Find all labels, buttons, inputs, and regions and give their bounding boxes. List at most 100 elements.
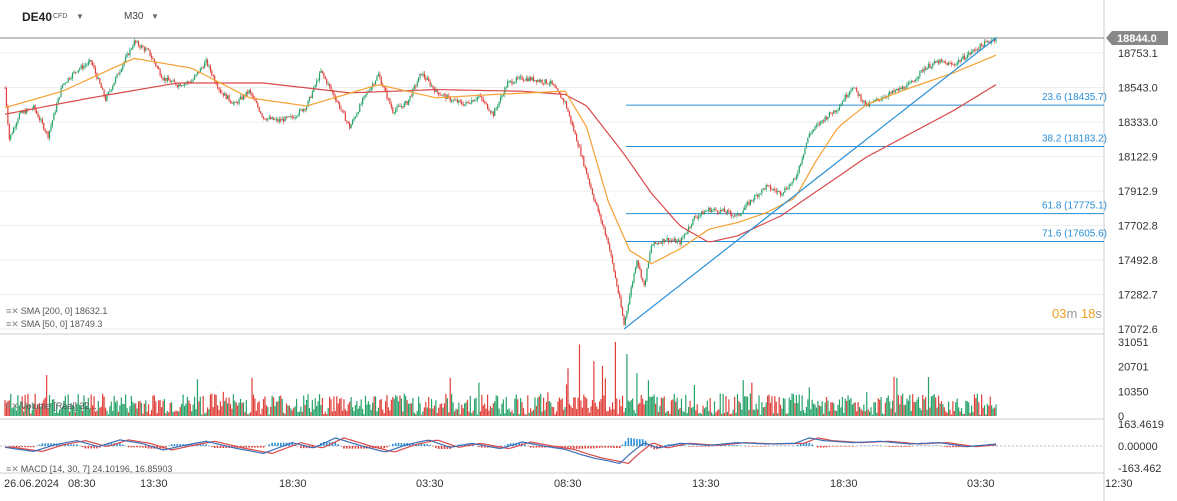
volume-bar [471, 412, 473, 416]
volume-bar [840, 407, 842, 416]
candle-body [564, 101, 566, 103]
volume-bar [291, 410, 293, 416]
candle-body [379, 74, 381, 78]
candle-body [993, 39, 996, 41]
candle-body [554, 85, 556, 88]
volume-bar [677, 409, 680, 416]
volume-bar [143, 403, 145, 416]
macd-histogram-bar [621, 444, 624, 446]
candle-body [255, 100, 257, 103]
macd-histogram-bar [15, 446, 18, 448]
candle-body [429, 80, 431, 86]
macd-legend[interactable]: ≡✕ MACD [14, 30, 7] 24.10196, 16.85903 [6, 464, 173, 474]
candle-body [125, 56, 127, 62]
candle-body [642, 277, 644, 281]
symbol-label[interactable]: DE40 [22, 10, 53, 24]
candle-body [534, 80, 536, 82]
volume-bar [620, 406, 622, 416]
volume-bar [734, 396, 736, 416]
candle-body [48, 130, 51, 139]
candle-body [37, 113, 39, 118]
candle-body [380, 77, 382, 85]
candle-body [343, 110, 345, 114]
symbol-dropdown-icon[interactable]: ▼ [76, 12, 84, 21]
volume-bar [126, 408, 128, 416]
candle-body [659, 242, 661, 244]
candle-body [660, 242, 662, 244]
volume-bar [369, 404, 371, 416]
volume-bar [107, 414, 110, 416]
volume-bar [708, 411, 710, 416]
candle-body [353, 118, 355, 121]
macd-histogram-bar [572, 446, 575, 449]
macd-histogram-bar [728, 445, 730, 446]
macd-histogram-bar [995, 445, 997, 446]
volume-bar [152, 395, 154, 416]
indicator-settings-icon[interactable]: ≡✕ [6, 464, 19, 474]
candle-body [112, 85, 114, 90]
macd-histogram-bar [437, 446, 440, 449]
candle-body [940, 59, 943, 62]
candle-body [254, 97, 256, 101]
indicator-settings-icon[interactable]: ≡✕ [6, 319, 19, 329]
candle-body [568, 111, 571, 116]
volume-bar [497, 396, 499, 416]
candle-body [214, 75, 216, 82]
volume-bar [942, 404, 944, 416]
macd-histogram-bar [957, 446, 960, 448]
volume-bar [514, 398, 516, 416]
timeframe-select[interactable]: M30 [124, 11, 144, 22]
volume-bar [321, 397, 324, 416]
volume-bar [349, 401, 351, 416]
candle-body [422, 73, 424, 76]
candle-body [956, 62, 958, 65]
volume-bar [462, 408, 464, 416]
macd-histogram-bar [386, 446, 388, 448]
macd-histogram-bar [564, 446, 566, 448]
macd-line [4, 437, 997, 465]
candle-body [910, 81, 912, 83]
macd-histogram-bar [211, 446, 213, 447]
candle-body [172, 80, 174, 82]
volume-bar [359, 405, 361, 416]
volume-bar [511, 410, 513, 416]
sma50-legend[interactable]: ≡✕ SMA [50, 0] 18749.3 [6, 319, 103, 329]
candle-body [260, 111, 262, 114]
candle-body [136, 41, 138, 43]
volume-bar [680, 398, 683, 416]
candle-body [484, 101, 486, 103]
volume-bar [887, 395, 889, 416]
volume-bar [752, 409, 754, 416]
candle-body [317, 80, 319, 82]
candle-body [495, 108, 497, 109]
volume-bar [20, 401, 22, 416]
timeframe-dropdown-icon[interactable]: ▼ [151, 12, 159, 21]
volume-bar [649, 396, 651, 416]
volume-bar [695, 410, 697, 416]
candle-body [768, 185, 770, 186]
candle-body [876, 98, 878, 100]
candle-body [601, 220, 604, 225]
candle-body [874, 99, 876, 101]
macd-histogram-bar [518, 443, 520, 446]
candle-body [640, 268, 642, 278]
candle-body [535, 80, 538, 83]
volume-bar [769, 402, 772, 416]
volume-bar [817, 401, 819, 416]
macd-histogram-bar [325, 441, 328, 446]
volume-bar [646, 400, 648, 416]
indicator-settings-icon[interactable]: ≡✕ [6, 306, 19, 316]
volume-bar [890, 408, 892, 416]
candle-body [229, 100, 232, 103]
volume-legend[interactable]: ≡✕ Volume [Real] 32... [6, 401, 97, 411]
indicator-settings-icon[interactable]: ≡✕ [6, 401, 19, 411]
sma200-legend[interactable]: ≡✕ SMA [200, 0] 18632.1 [6, 306, 108, 316]
candle-body [208, 65, 210, 67]
volume-bar [14, 404, 16, 416]
volume-bar [828, 411, 830, 416]
macd-histogram-bar [21, 446, 24, 448]
candle-body [50, 125, 52, 131]
volume-bar [27, 393, 29, 416]
candle-body [10, 134, 12, 140]
candle-body [812, 129, 815, 131]
